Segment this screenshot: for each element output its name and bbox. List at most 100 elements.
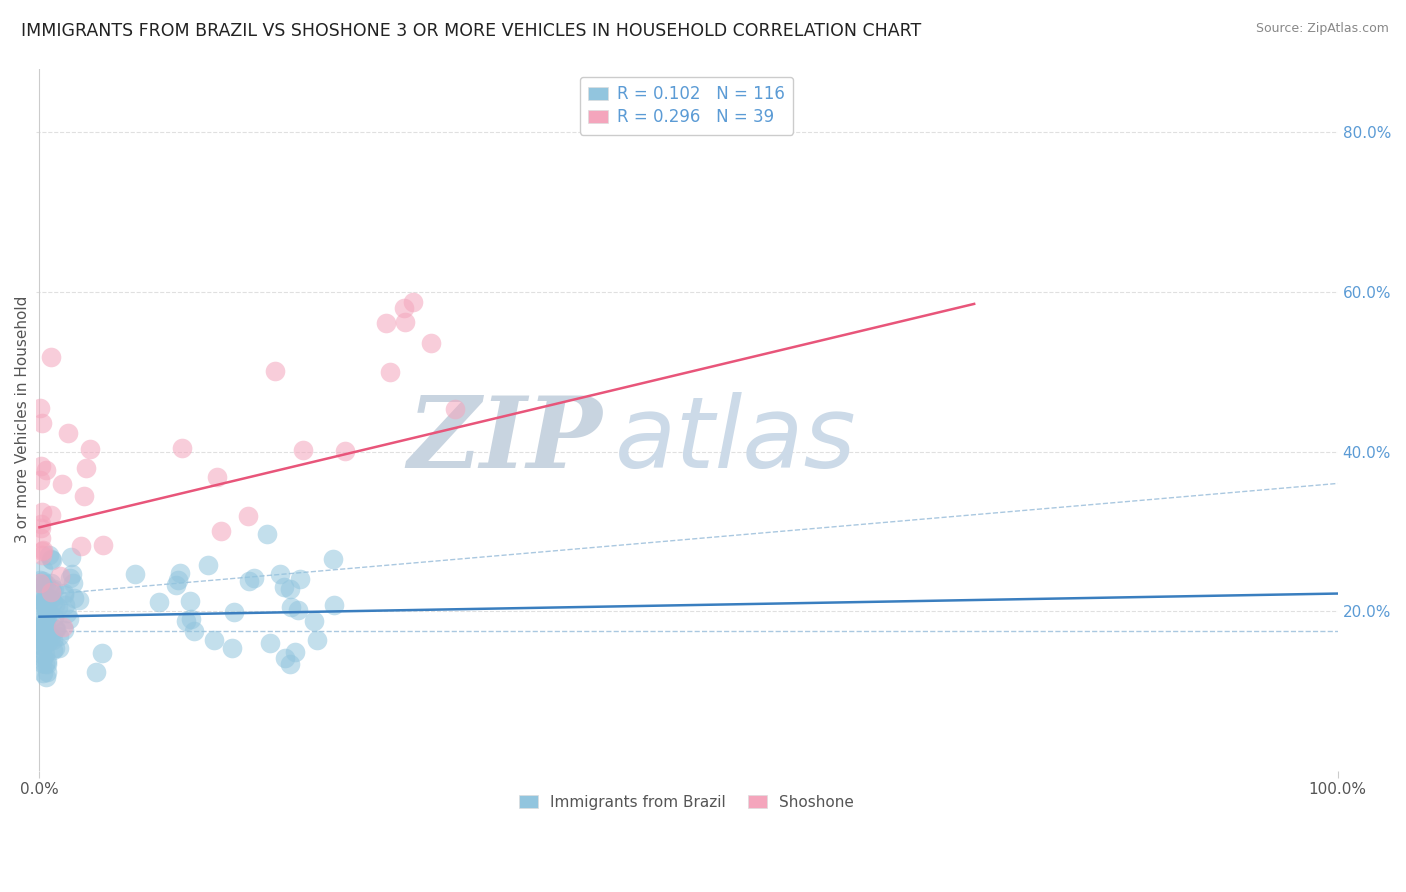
Point [39,508,62,522]
Point [35,601,58,615]
Point [32,595,55,609]
Point [53,623,76,637]
Point [32,590,55,604]
Point [243,570,266,584]
Point [30,531,52,545]
Point [197,558,219,572]
Point [37,605,59,619]
Point [38,548,60,562]
Point [238,574,260,588]
Point [202,632,225,647]
Point [307,633,329,648]
Point [30,626,52,640]
Point [44,598,66,612]
Point [269,567,291,582]
Point [28,638,51,652]
Point [35,619,58,633]
Point [34,614,56,628]
Point [34,657,56,671]
Point [31,620,53,634]
Point [28,586,51,600]
Point [32,591,55,606]
Point [31,548,53,562]
Point [42,582,65,597]
Point [48,640,70,655]
Point [62,575,84,590]
Text: ZIP: ZIP [406,392,602,489]
Point [402,295,425,310]
Point [44,622,66,636]
Point [31,648,53,662]
Point [280,599,302,614]
Point [183,624,205,638]
Point [302,614,325,628]
Point [42,633,65,648]
Point [30,517,52,532]
Point [56,606,79,620]
Point [375,316,398,330]
Point [284,645,307,659]
Point [238,508,260,523]
Point [45,622,67,636]
Point [37,610,59,624]
Point [67,593,90,607]
Point [49,568,72,582]
Point [35,670,58,684]
Point [34,616,56,631]
Point [37,665,59,679]
Point [32,542,55,557]
Point [32,624,55,639]
Point [333,443,356,458]
Point [30,575,52,590]
Point [35,577,58,591]
Point [419,336,441,351]
Point [31,417,53,431]
Text: IMMIGRANTS FROM BRAZIL VS SHOSHONE 3 OR MORE VEHICLES IN HOUSEHOLD CORRELATION C: IMMIGRANTS FROM BRAZIL VS SHOSHONE 3 OR … [21,22,921,40]
Point [31,505,53,519]
Point [32,627,55,641]
Point [35,463,58,477]
Point [287,602,309,616]
Point [180,612,202,626]
Point [73,489,96,503]
Point [37,654,59,668]
Point [148,595,170,609]
Point [443,401,465,416]
Point [30,604,52,618]
Point [222,605,245,619]
Point [35,624,58,639]
Point [34,617,56,632]
Point [124,567,146,582]
Point [53,586,76,600]
Point [32,574,55,589]
Point [93,538,115,552]
Point [75,461,97,475]
Point [291,443,314,458]
Point [30,638,52,652]
Point [30,458,52,473]
Point [31,616,53,631]
Point [31,562,53,576]
Point [32,596,55,610]
Point [256,527,278,541]
Point [41,643,63,657]
Point [31,650,53,665]
Point [205,470,228,484]
Point [37,634,59,648]
Point [56,426,79,441]
Point [39,630,62,644]
Point [31,543,53,558]
Point [274,651,297,665]
Point [30,521,52,535]
Point [41,576,63,591]
Point [86,665,108,680]
Point [37,657,59,672]
Point [41,552,63,566]
Point [35,602,58,616]
Y-axis label: 3 or more Vehicles in Household: 3 or more Vehicles in Household [15,296,30,543]
Point [79,442,101,456]
Legend: Immigrants from Brazil, Shoshone: Immigrants from Brazil, Shoshone [513,789,860,815]
Point [34,635,56,649]
Point [394,314,416,328]
Point [273,580,295,594]
